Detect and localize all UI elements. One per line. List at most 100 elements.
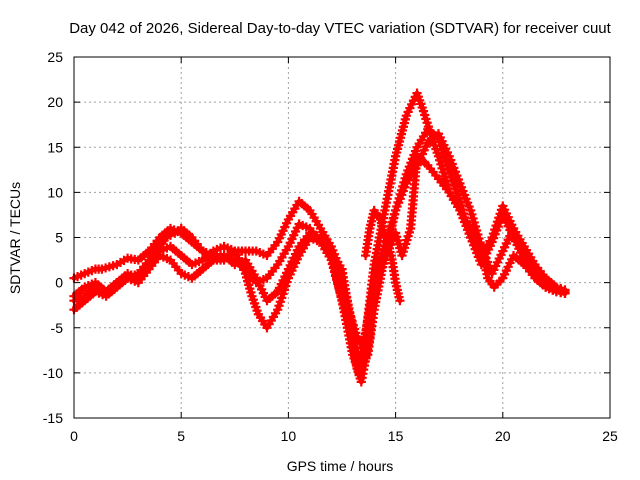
data-point: [512, 254, 515, 257]
y-tick-label: -15: [43, 410, 63, 426]
data-point: [383, 258, 387, 262]
data-point: [437, 132, 440, 135]
data-point: [190, 263, 194, 266]
x-tick-label: 0: [70, 428, 78, 444]
data-point: [255, 249, 258, 253]
data-point: [147, 267, 151, 271]
data-point: [265, 254, 269, 257]
data-point: [405, 114, 408, 117]
data-point: [94, 285, 97, 289]
data-point: [83, 294, 86, 298]
data-point: [83, 272, 86, 275]
y-tick-label: 25: [47, 49, 63, 65]
data-point: [368, 335, 372, 338]
data-point: [115, 281, 119, 284]
data-point: [405, 173, 408, 176]
data-point: [201, 267, 204, 271]
y-tick-label: 5: [55, 230, 63, 246]
data-point: [458, 182, 462, 185]
data-point: [308, 227, 312, 230]
data-point: [364, 254, 367, 257]
data-point: [276, 240, 279, 244]
data-point: [338, 290, 342, 293]
data-point: [426, 164, 429, 167]
data-point: [104, 290, 108, 293]
data-point: [180, 227, 183, 230]
data-point: [480, 245, 483, 248]
data-point: [493, 285, 496, 289]
data-point: [190, 276, 194, 280]
data-point: [287, 245, 290, 248]
data-point: [379, 218, 382, 221]
data-point: [100, 267, 104, 271]
data-point: [83, 285, 86, 289]
data-point: [164, 236, 168, 239]
grid-lines: [74, 57, 610, 418]
data-point: [173, 231, 176, 235]
data-point: [533, 263, 537, 266]
data-point: [287, 267, 290, 271]
data-point: [222, 245, 226, 248]
data-point: [372, 281, 376, 284]
data-point: [265, 326, 269, 329]
data-point: [409, 227, 412, 230]
data-point: [448, 155, 451, 158]
data-point: [147, 249, 151, 253]
data-point: [180, 272, 183, 275]
data-point: [158, 245, 161, 248]
data-point: [415, 155, 419, 158]
data-point: [137, 258, 140, 262]
data-point: [448, 191, 451, 194]
data-point: [394, 231, 397, 235]
data-point: [255, 281, 258, 284]
y-tick-label: 15: [47, 139, 63, 155]
data-point: [383, 209, 387, 212]
data-point: [169, 258, 172, 262]
data-point: [250, 294, 254, 298]
data-point: [501, 276, 504, 280]
data-point: [126, 276, 129, 280]
data-point: [458, 209, 462, 212]
y-tick-label: 10: [47, 184, 63, 200]
data-point: [330, 249, 333, 253]
data-point: [533, 276, 537, 280]
data-point: [469, 236, 472, 239]
data-point: [137, 272, 140, 275]
data-point: [469, 209, 472, 212]
data-series: [69, 88, 570, 387]
data-point: [190, 236, 194, 239]
data-point: [297, 222, 301, 226]
chart-title: Day 042 of 2026, Sidereal Day-to-day VTE…: [69, 20, 611, 37]
data-point: [426, 141, 429, 144]
data-point: [523, 263, 526, 266]
data-point: [501, 213, 504, 217]
data-point: [398, 299, 402, 302]
data-point: [180, 254, 183, 257]
data-point: [372, 209, 376, 212]
data-point: [297, 245, 301, 248]
data-point: [355, 367, 359, 370]
data-point: [544, 276, 547, 280]
data-point: [212, 254, 215, 257]
data-point: [347, 322, 350, 325]
data-point: [126, 257, 129, 260]
data-point: [437, 155, 440, 158]
data-point: [426, 128, 429, 131]
data-point: [415, 146, 419, 149]
data-point: [390, 254, 393, 257]
data-point: [169, 227, 172, 230]
data-point: [222, 254, 226, 257]
data-point: [201, 258, 204, 262]
x-tick-label: 15: [388, 428, 404, 444]
data-point: [276, 290, 279, 293]
data-point: [330, 258, 333, 262]
data-point: [201, 249, 204, 253]
y-tick-label: -10: [43, 365, 63, 381]
data-point: [394, 281, 397, 284]
data-point: [368, 227, 372, 230]
data-point: [147, 258, 151, 262]
data-point: [276, 308, 279, 311]
y-tick-label: -5: [51, 320, 64, 336]
data-point: [555, 290, 558, 293]
